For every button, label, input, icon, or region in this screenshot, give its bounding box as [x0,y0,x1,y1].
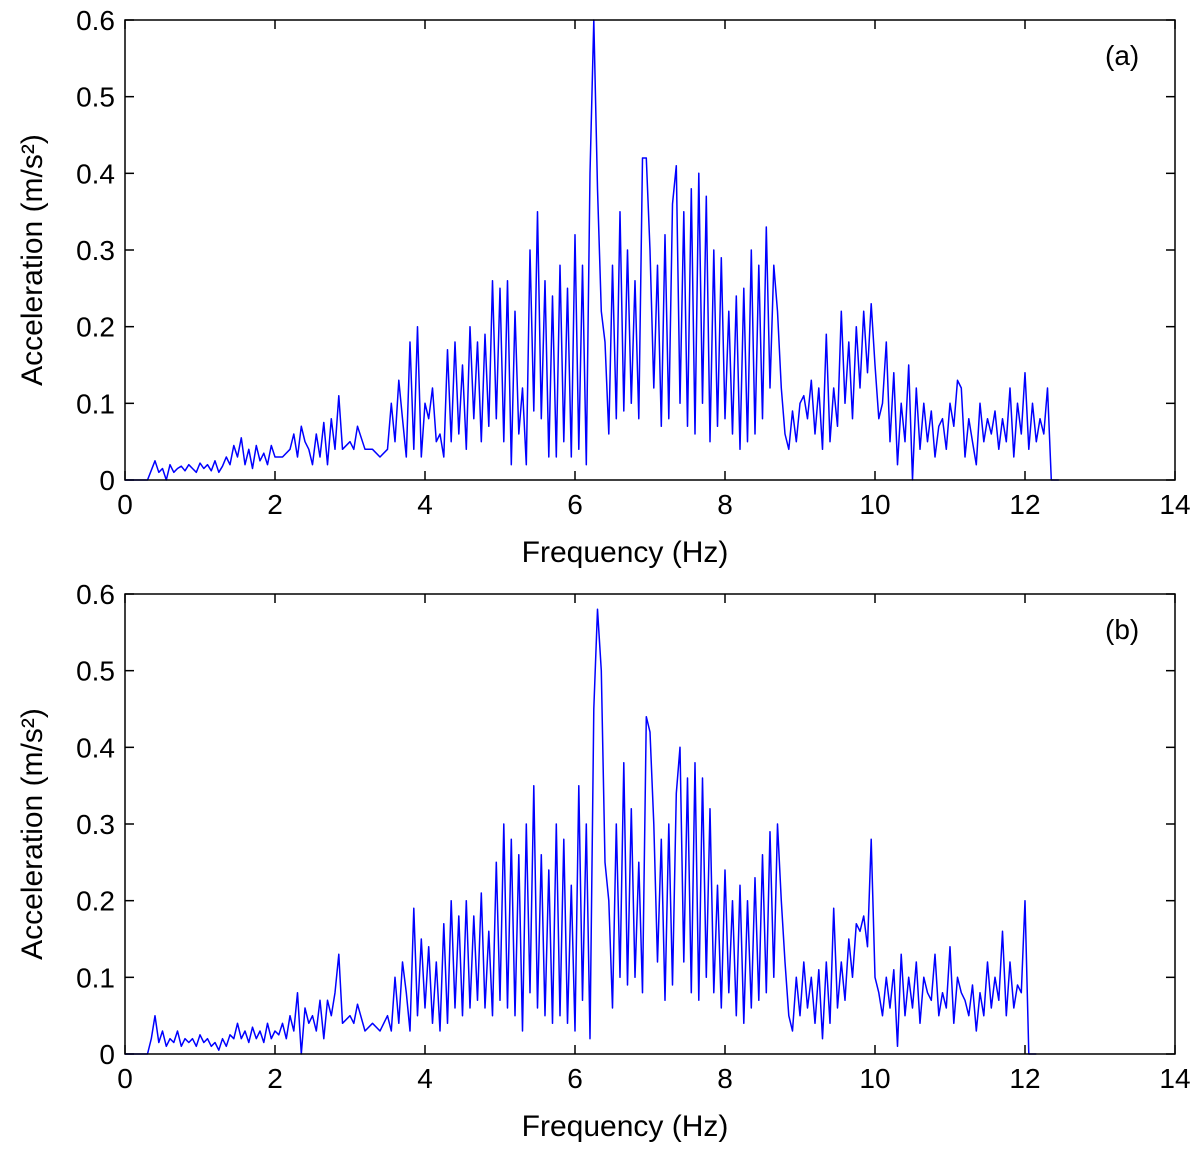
panel-b-series-line [125,608,1037,1055]
panel-b-x-tick-label: 14 [1159,1063,1190,1094]
panel-a-series-line [125,19,1059,481]
panel-b-plot-frame [124,593,1176,1055]
panel-a-y-tick-label: 0 [99,465,115,496]
panel-a-y-tick-label: 0.6 [76,5,115,36]
panel-a-x-tick-label: 0 [117,489,133,520]
panel-b: 0 2 4 6 8 10 12 14 0 0.1 0.2 0.3 0.4 0.5 0.6 (b) Frequ… [16,579,1191,1143]
panel-a-x-tick-label: 8 [717,489,733,520]
panel-a-label: (a) [1105,40,1139,71]
panel-b-x-tick-label: 0 [117,1063,133,1094]
panel-b-y-tick-label: 0 [99,1039,115,1070]
panel-a-y-tick-label: 0.4 [76,158,115,189]
panel-b-y-axis-label: Acceleration (m/s²) [16,708,49,960]
panel-b-x-tick-label: 12 [1009,1063,1040,1094]
panel-b-y-tick-label: 0.6 [76,579,115,610]
panel-b-x-tick-label: 6 [567,1063,583,1094]
panel-a-y-tick-label: 0.1 [76,388,115,419]
panel-a-y-tick-label: 0.5 [76,82,115,113]
panel-b-x-axis-label: Frequency (Hz) [522,1110,729,1143]
panel-b-label: (b) [1105,614,1139,645]
panel-b-x-tick-label: 10 [859,1063,890,1094]
panel-a-y-tick-label: 0.3 [76,235,115,266]
panel-a-x-tick-label: 10 [859,489,890,520]
panel-a-x-tick-label: 14 [1159,489,1190,520]
panel-a-x-tick-label: 2 [267,489,283,520]
panel-b-x-tick-label: 8 [717,1063,733,1094]
panel-b-x-tick-label: 2 [267,1063,283,1094]
panel-b-y-tick-label: 0.3 [76,809,115,840]
panel-a-x-tick-label: 12 [1009,489,1040,520]
panel-a-x-tick-label: 6 [567,489,583,520]
panel-b-y-tick-label: 0.4 [76,732,115,763]
panel-a-tick-labels: 0 2 4 6 8 10 12 14 0 0.1 0.2 0.3 0.4 0.5 0.6 [76,5,1191,520]
panel-b-y-tick-label: 0.1 [76,962,115,993]
panel-a-y-axis-label: Acceleration (m/s²) [16,134,49,386]
panel-a: 0 2 4 6 8 10 12 14 0 0.1 0.2 0.3 0.4 0.5 0.6 (a) Frequ… [16,5,1191,569]
panel-b-tick-labels: 0 2 4 6 8 10 12 14 0 0.1 0.2 0.3 0.4 0.5 0.6 [76,579,1191,1094]
panel-b-y-tick-label: 0.2 [76,886,115,917]
panel-b-y-tick-label: 0.5 [76,656,115,687]
panel-b-x-tick-label: 4 [417,1063,433,1094]
panel-a-y-tick-label: 0.2 [76,312,115,343]
panel-a-x-tick-label: 4 [417,489,433,520]
panel-a-plot-frame [124,19,1176,481]
panel-a-x-axis-label: Frequency (Hz) [522,536,729,569]
